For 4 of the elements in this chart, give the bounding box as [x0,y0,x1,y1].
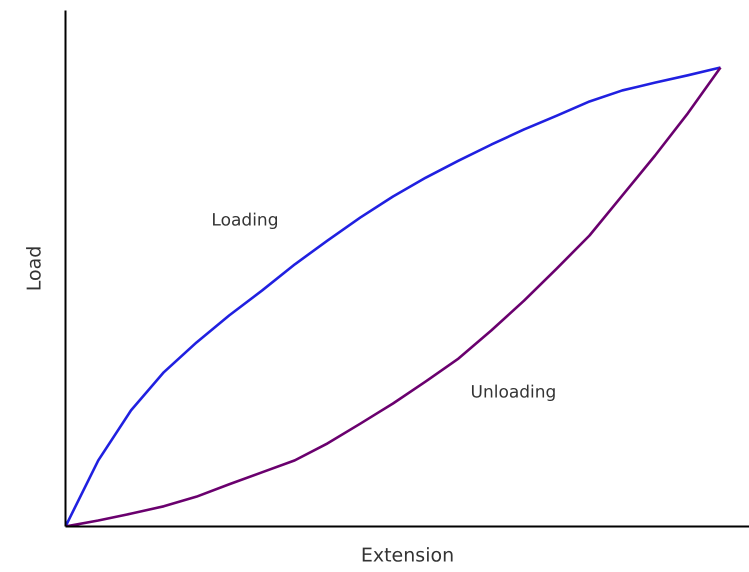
series-label: Unloading [470,382,556,403]
text: Loading [211,210,279,231]
x-axis-title: Extension [360,544,454,566]
y-axis-title: Load [24,246,46,292]
